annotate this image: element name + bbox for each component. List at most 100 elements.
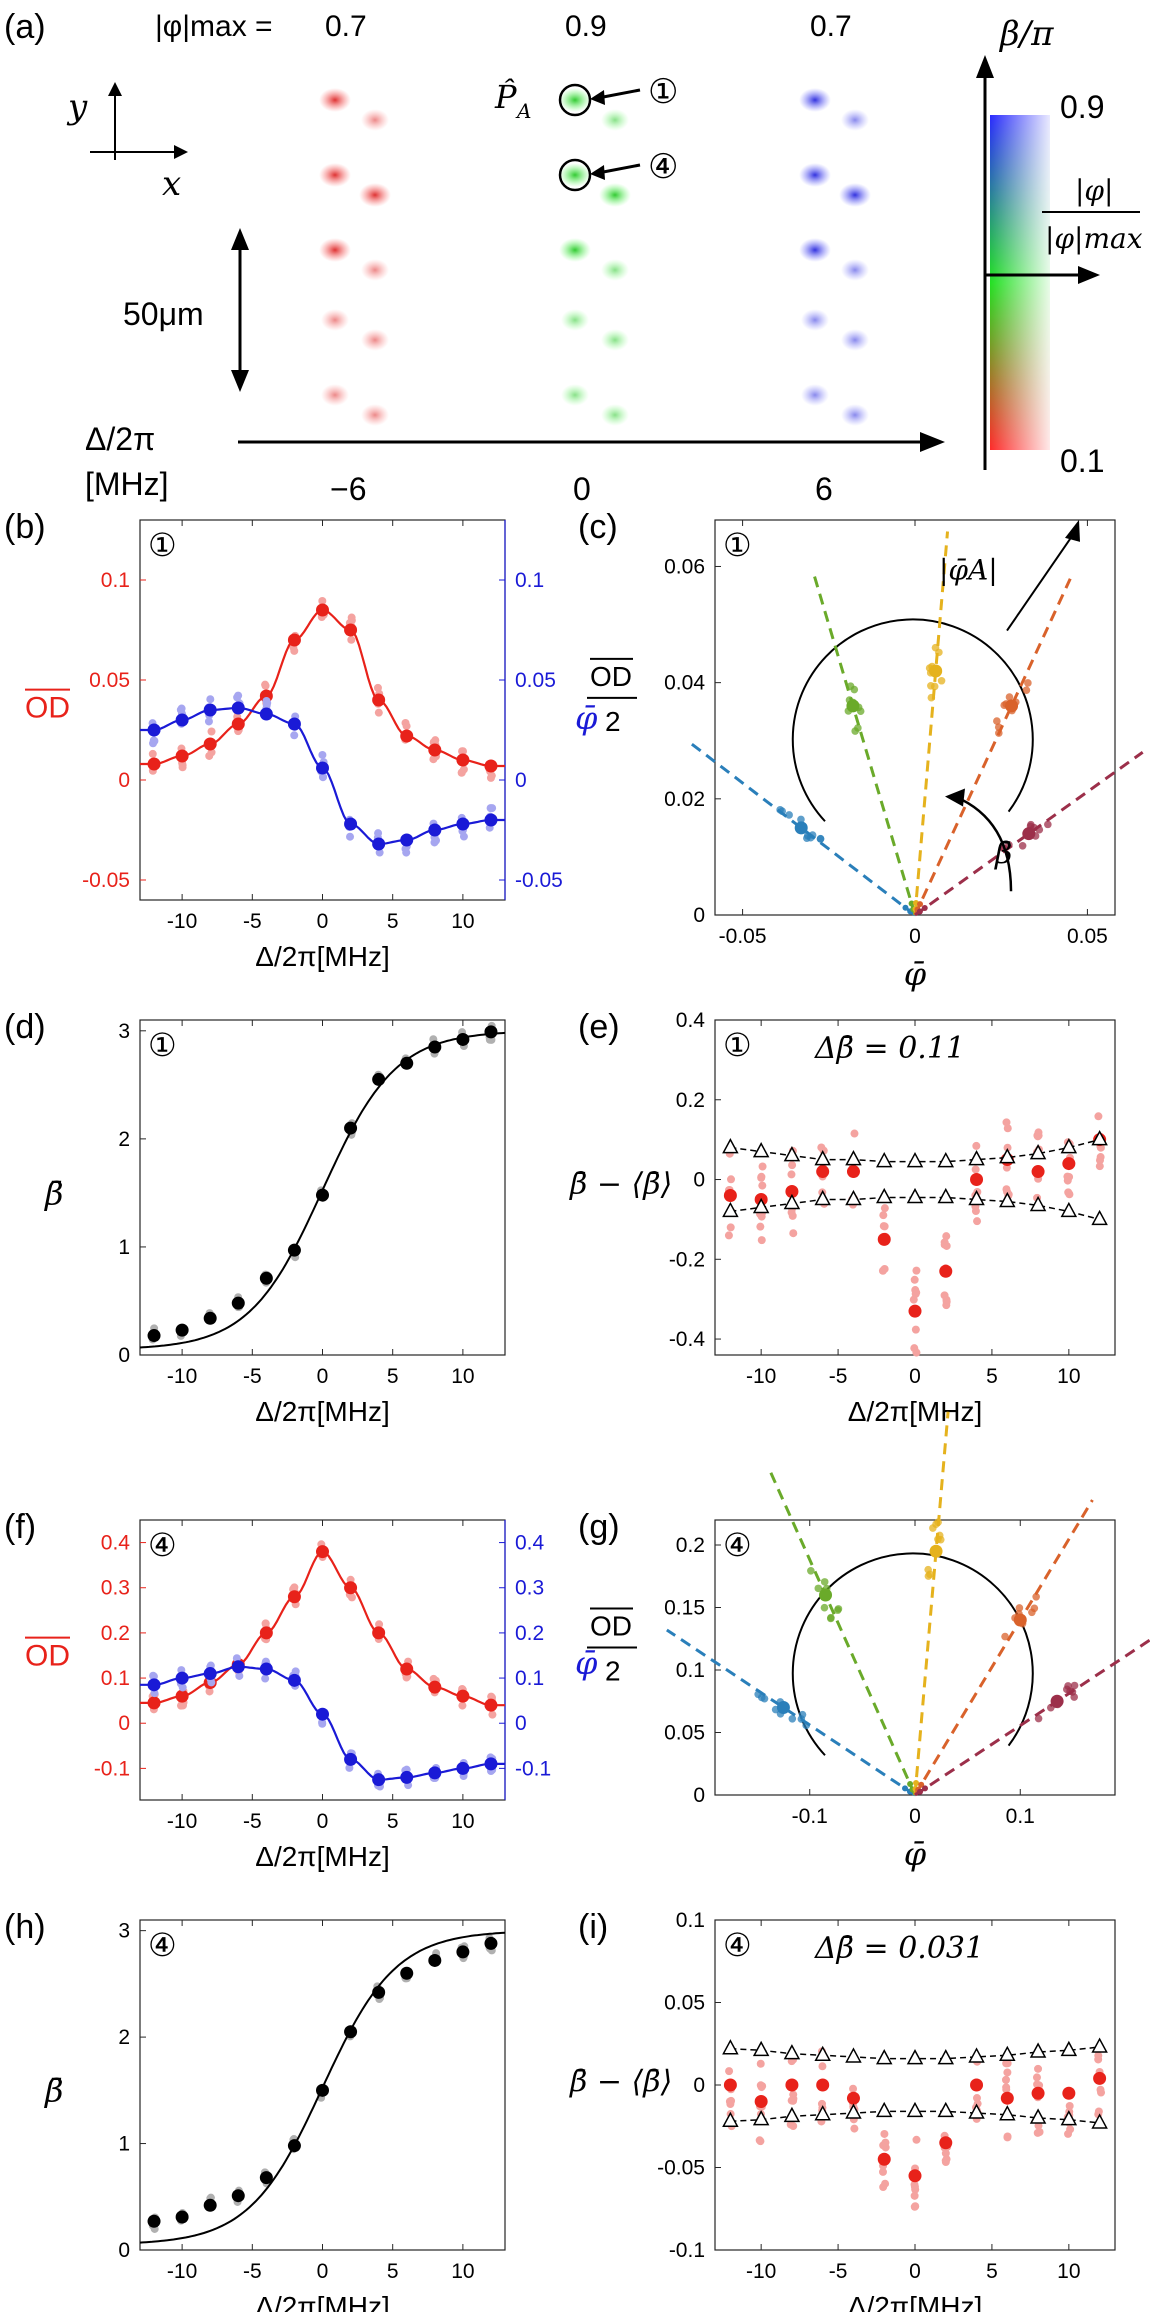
beta-mean-point	[259, 2171, 273, 2185]
deviation-mean-point	[908, 2169, 922, 2183]
OD-mean-point	[147, 1696, 161, 1710]
OD-raw-point	[148, 749, 157, 758]
OD-mean-point	[372, 1626, 386, 1640]
upper-triangle-marker	[722, 1138, 739, 1154]
x-tick-label: 0.05	[1067, 925, 1108, 948]
x-tick-label: -5	[829, 1365, 848, 1388]
chart-f: -10 -5 0 5 10 Δ/2π[MHz] -0.1 0 0.1 0.2 0.3 0.4 -0.1 0…	[25, 1519, 598, 1872]
detuning-unit: [MHz]	[85, 466, 169, 502]
lower-triangle-marker	[814, 1189, 831, 1206]
deviation-raw-point	[1032, 2073, 1041, 2082]
OD-mean-point	[484, 759, 498, 773]
detuning-arrowhead-icon	[920, 432, 945, 452]
atom-blob	[801, 384, 829, 406]
deviation-raw-point	[878, 2167, 887, 2176]
phase-origin-point	[922, 1785, 929, 1792]
phi-max-value-1: 0.7	[325, 10, 367, 43]
deviation-raw-point	[757, 1172, 766, 1181]
x-tick-label: -5	[243, 1365, 262, 1388]
deviation-mean-point	[1000, 2091, 1014, 2105]
deviation-mean-point	[939, 1264, 953, 1278]
phase-raw-point	[926, 1570, 934, 1579]
phase-origin-point	[918, 1781, 925, 1788]
phi-raw-point	[430, 838, 439, 847]
beta-mean-point	[372, 1985, 386, 1999]
upper-triangle-marker	[1029, 1144, 1047, 1160]
upper-triangle-marker	[845, 2047, 862, 2063]
pa-subscript: A	[515, 99, 531, 123]
phi-mean-point	[147, 723, 161, 737]
deviation-raw-point	[1066, 2125, 1075, 2134]
lower-triangle-marker	[722, 1201, 739, 1218]
deviation-mean-point	[846, 2091, 860, 2105]
y-tick-label: 0.06	[664, 555, 705, 578]
deviation-raw-point	[1002, 2083, 1011, 2092]
phase-raw-point	[1032, 1592, 1040, 1601]
OD-raw-point	[373, 683, 382, 692]
lower-triangle-marker	[875, 1187, 893, 1204]
deviation-raw-point	[910, 1275, 919, 1284]
y-tick-label: 0.2	[676, 1089, 705, 1112]
upper-triangle-marker	[875, 2049, 893, 2065]
phase-raw-point	[807, 1566, 815, 1575]
colorbar-top-label: 0.9	[1060, 89, 1104, 125]
upper-triangle-marker	[814, 2045, 831, 2062]
phi-mean-point	[203, 703, 217, 717]
y-axis-label: β̄ − ⟨β̄⟩	[569, 1167, 672, 1202]
x-tick-label: -10	[167, 1810, 197, 1833]
lower-triangle-marker	[845, 2103, 862, 2119]
beta-mean-point	[175, 1323, 189, 1337]
site-1-label: ①	[648, 73, 678, 111]
deviation-raw-point	[881, 2143, 890, 2152]
lower-triangle-marker	[783, 1193, 801, 1210]
deviation-raw-point	[1065, 2101, 1074, 2110]
atom-blob	[359, 183, 391, 207]
angle-arrow	[954, 795, 1013, 892]
phase-origin-point	[917, 1788, 924, 1795]
phase-mean-point	[846, 699, 860, 713]
phi-mean-point	[484, 1757, 498, 1771]
y-tick-label: 0.05	[89, 669, 130, 692]
lower-triangle-marker	[1029, 1195, 1047, 1212]
OD-mean-point	[344, 623, 358, 637]
deviation-raw-point	[911, 1325, 920, 1334]
upper-triangle-marker	[783, 1146, 801, 1162]
chart-g: -0.1 0 0.1 0 0.05 0.1 0.15 0.2 φ̄ OD 2 ④	[587, 1411, 1150, 1873]
beta-mean-point	[400, 1056, 414, 1070]
chart-i: -10 -5 0 5 10 Δ/2π[MHz] -0.1 -0.05 0 0.05 0.1 β̄ − …	[569, 1909, 1116, 2312]
deviation-raw-point	[941, 2149, 950, 2158]
OD-fit-line	[140, 608, 505, 768]
atom-blob	[841, 329, 869, 351]
panel-label-d: (d)	[4, 1008, 46, 1046]
lower-triangle-marker	[752, 1197, 770, 1214]
x-tick-label: 5	[387, 910, 399, 933]
y-tick-label: 0.05	[515, 669, 556, 692]
detuning-label: Δ/2π	[85, 421, 155, 457]
x-arrowhead-icon	[174, 145, 188, 159]
upper-triangle-marker	[968, 2047, 985, 2063]
deviation-raw-point	[881, 2179, 890, 2188]
site-label: ④	[148, 1927, 177, 1963]
beta-mean-point	[344, 1121, 358, 1135]
plot-frame-i	[714, 1919, 1116, 2251]
panel-label-i: (i)	[578, 1908, 608, 1946]
beta-mean-point	[344, 2025, 358, 2039]
OD-raw-point	[347, 616, 356, 625]
deviation-raw-point	[1003, 1143, 1012, 1152]
deviation-raw-point	[1095, 1156, 1104, 1165]
deviation-raw-point	[725, 2067, 734, 2076]
beta-mean-point	[231, 1296, 245, 1310]
beta-mean-point	[203, 2198, 217, 2212]
x-tick-label: 0	[909, 925, 921, 948]
deviation-raw-point	[971, 1165, 980, 1174]
phi-raw-point	[345, 1763, 354, 1772]
x-tick-label: -10	[746, 2260, 776, 2283]
x-axis-label: Δ/2π[MHz]	[848, 2291, 982, 2312]
deviation-raw-point	[940, 1240, 949, 1249]
phase-raw-point	[1018, 842, 1027, 850]
phi-mean-point	[175, 1671, 189, 1685]
axis-x-label: x	[162, 164, 181, 204]
upper-triangle-marker	[845, 1150, 862, 1166]
lower-triangle-marker	[1060, 2110, 1078, 2126]
deviation-raw-point	[912, 1266, 921, 1275]
